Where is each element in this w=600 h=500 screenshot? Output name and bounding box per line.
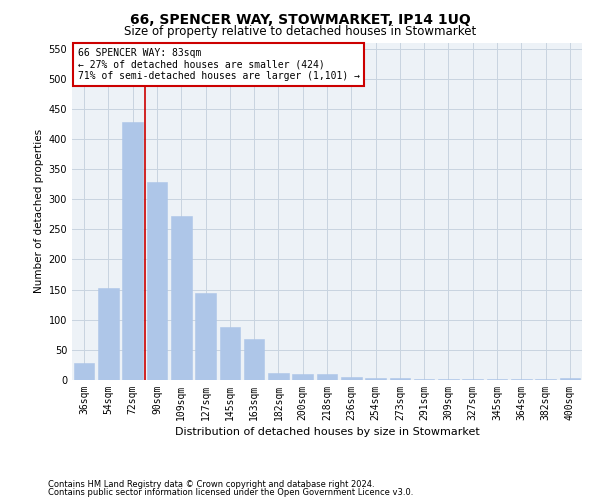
Bar: [195, 292, 216, 380]
Bar: [122, 122, 143, 380]
Text: 66, SPENCER WAY, STOWMARKET, IP14 1UQ: 66, SPENCER WAY, STOWMARKET, IP14 1UQ: [130, 12, 470, 26]
Y-axis label: Number of detached properties: Number of detached properties: [34, 129, 44, 294]
Bar: [98, 288, 119, 380]
Text: Contains HM Land Registry data © Crown copyright and database right 2024.: Contains HM Land Registry data © Crown c…: [48, 480, 374, 489]
Bar: [220, 327, 240, 380]
X-axis label: Distribution of detached houses by size in Stowmarket: Distribution of detached houses by size …: [175, 427, 479, 437]
Bar: [560, 378, 580, 380]
Text: Size of property relative to detached houses in Stowmarket: Size of property relative to detached ho…: [124, 25, 476, 38]
Bar: [244, 339, 265, 380]
Bar: [74, 363, 94, 380]
Bar: [292, 374, 313, 380]
Text: Contains public sector information licensed under the Open Government Licence v3: Contains public sector information licen…: [48, 488, 413, 497]
Bar: [341, 377, 362, 380]
Bar: [389, 378, 410, 380]
Bar: [268, 373, 289, 380]
Bar: [365, 378, 386, 380]
Bar: [171, 216, 191, 380]
Bar: [317, 374, 337, 380]
Bar: [146, 182, 167, 380]
Text: 66 SPENCER WAY: 83sqm
← 27% of detached houses are smaller (424)
71% of semi-det: 66 SPENCER WAY: 83sqm ← 27% of detached …: [77, 48, 359, 82]
